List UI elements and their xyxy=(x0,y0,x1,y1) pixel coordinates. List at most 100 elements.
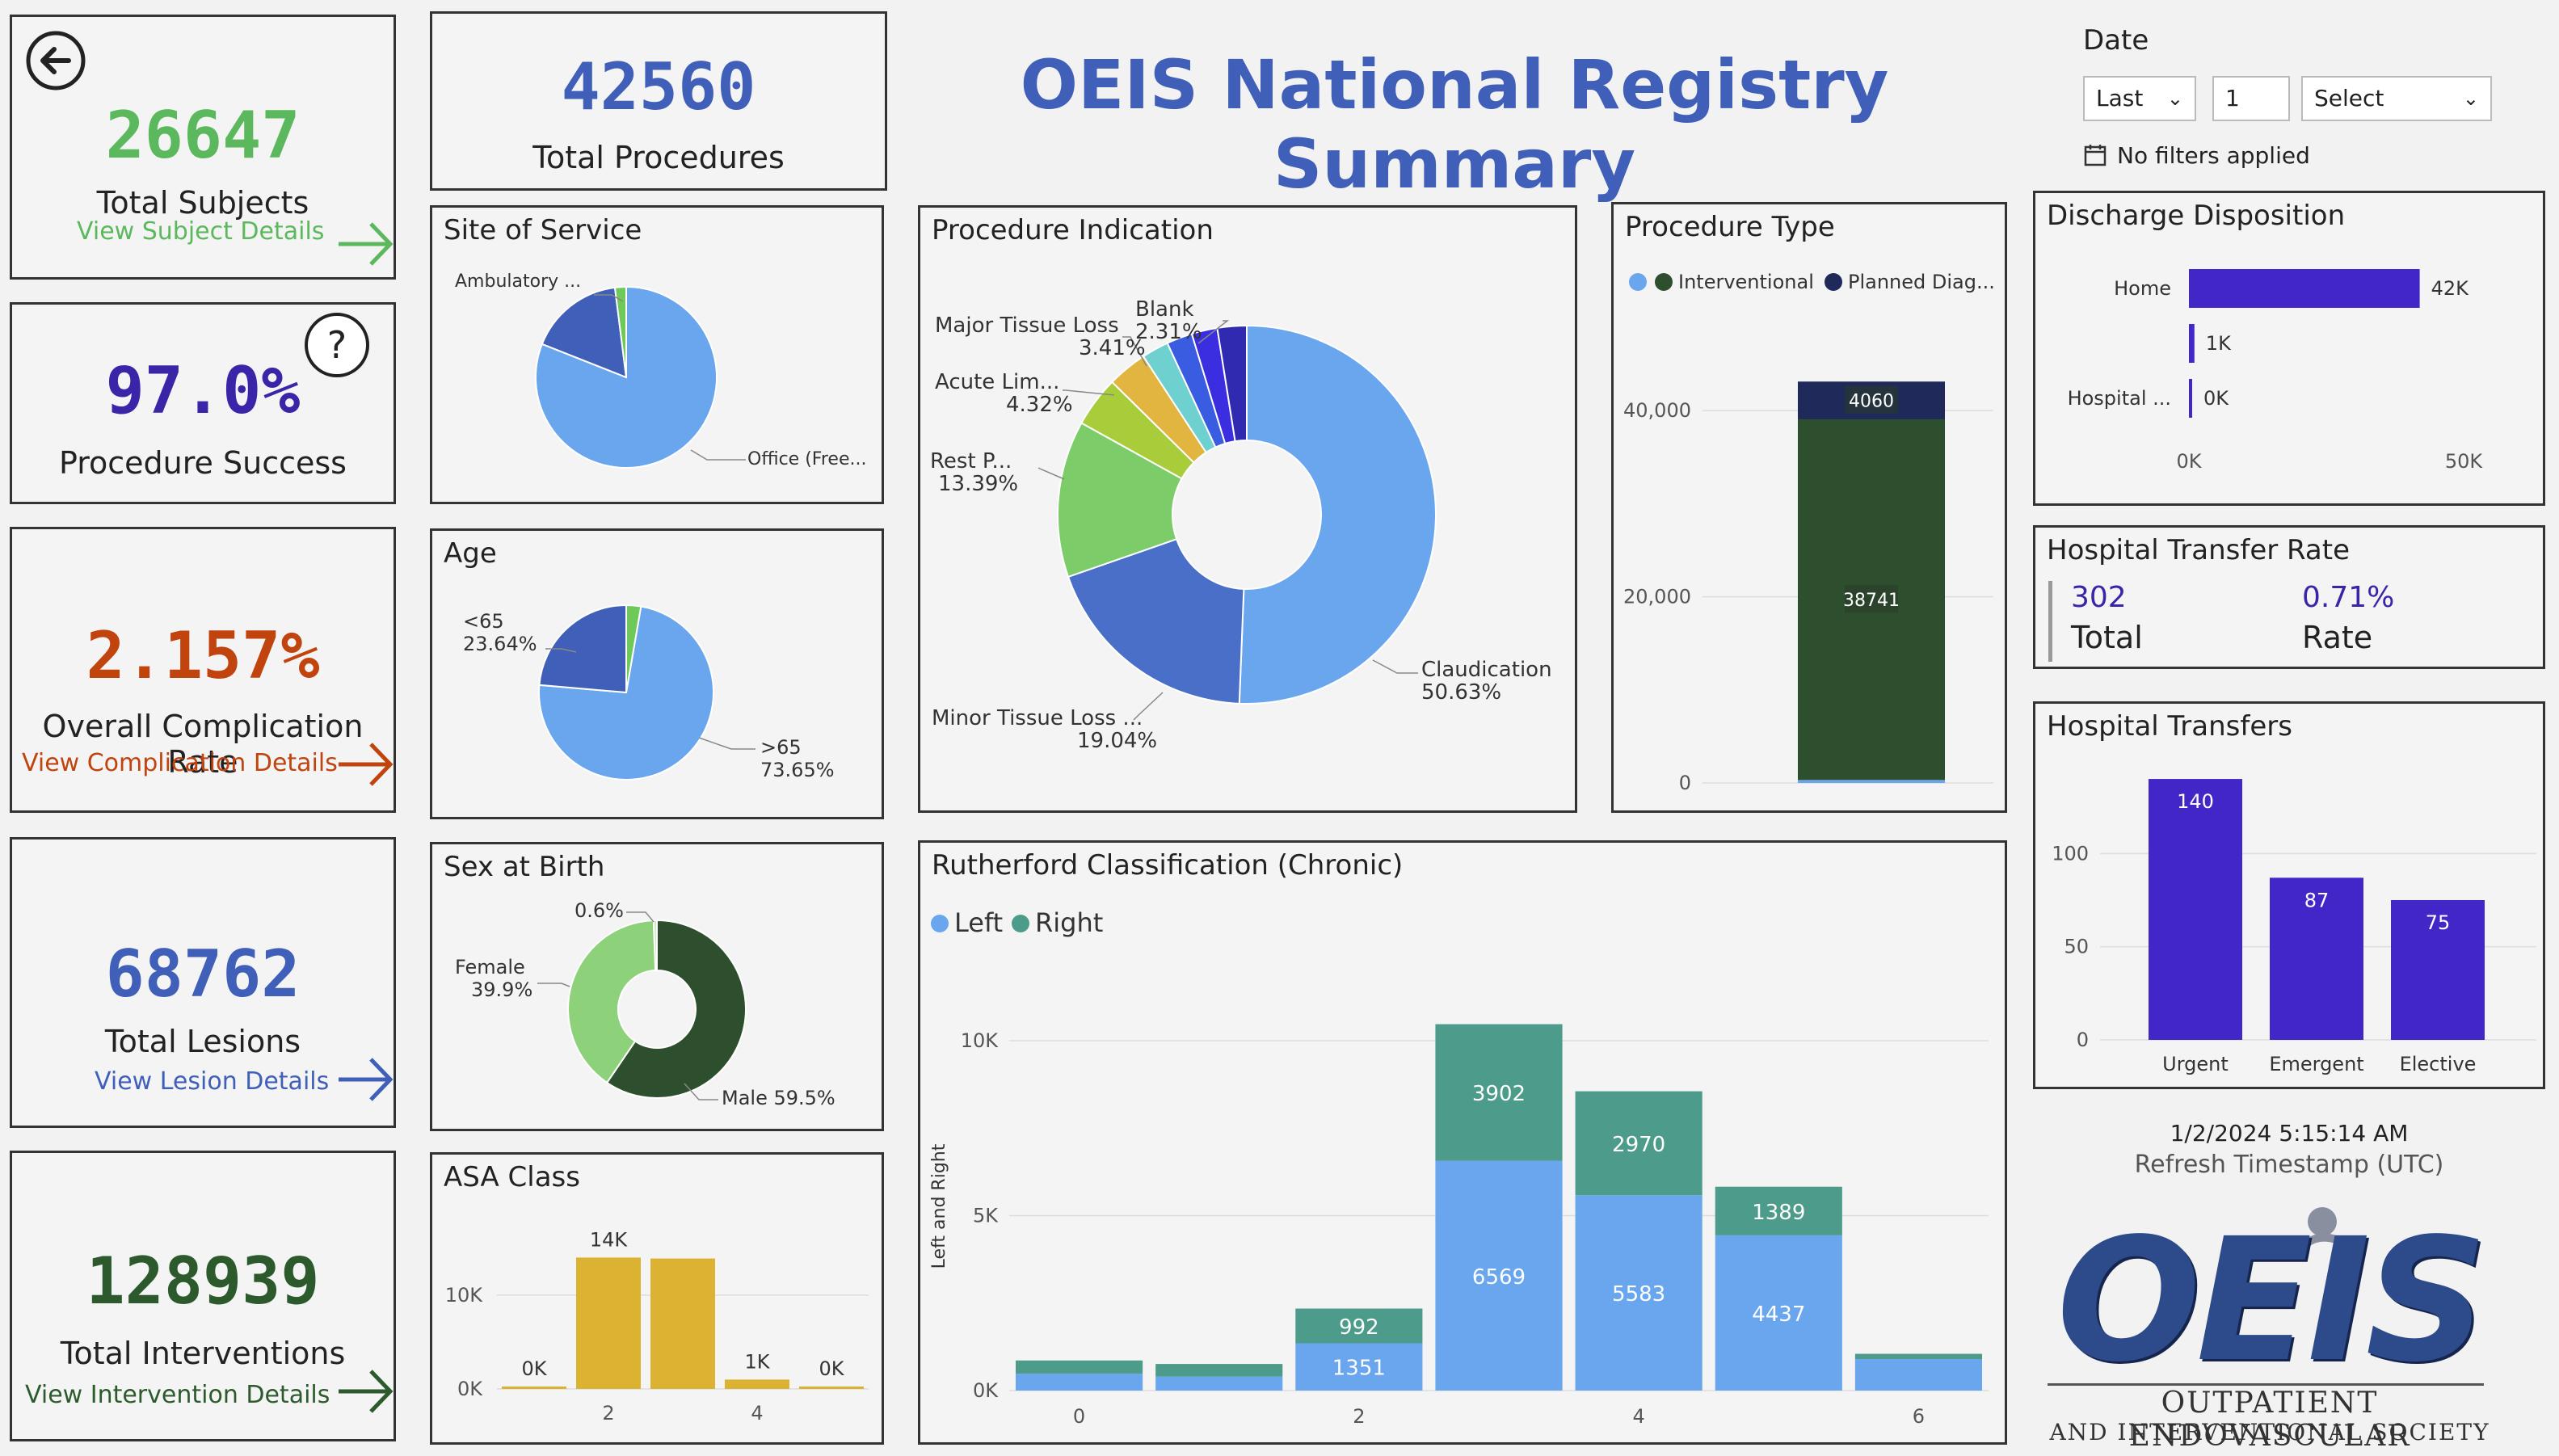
asa-card: ASA Class 0K 10K 0K 14K 1K 0K 2 4 xyxy=(430,1152,884,1445)
y-tick-label: 10K xyxy=(445,1284,484,1307)
slice-label: <65 xyxy=(463,610,504,633)
data-label: 0K xyxy=(521,1357,547,1380)
complication-rate-value: 2.157% xyxy=(86,618,320,693)
bar-segment xyxy=(1575,1091,1702,1196)
bar-segment xyxy=(1715,1186,1842,1235)
y-tick-label: 40,000 xyxy=(1623,399,1691,422)
page-title: OEIS National Registry Summary xyxy=(1020,45,1889,204)
pie-slice xyxy=(625,604,642,693)
leader-line xyxy=(1197,320,1230,344)
kpi-card-interventions: 128939 Total Interventions View Interven… xyxy=(10,1151,396,1441)
chevron-down-icon: ⌄ xyxy=(2166,87,2183,110)
arrow-right-icon[interactable] xyxy=(335,1365,395,1418)
data-label: 75 xyxy=(2426,911,2451,934)
bar xyxy=(2270,877,2363,1040)
x-tick-label: Urgent xyxy=(2162,1053,2229,1075)
data-label: 0K xyxy=(819,1357,844,1380)
hospital-transfers-card: Hospital Transfers 0 50 100 140 Urgent 87 Emer… xyxy=(2033,701,2545,1089)
transfer-rate-title: Hospital Transfer Rate xyxy=(2047,534,2351,566)
bar-segment xyxy=(1155,1364,1283,1377)
slice-percent: 23.64% xyxy=(463,633,537,655)
slice-label: >65 xyxy=(760,736,802,759)
date-relative-select[interactable]: Last ⌄ xyxy=(2083,76,2196,121)
procedure-success-value: 97.0% xyxy=(105,353,301,428)
bar xyxy=(2189,324,2195,363)
age-title: Age xyxy=(444,537,497,570)
slice-label: 0.6% xyxy=(575,899,624,922)
legend-label: Left xyxy=(954,907,1003,938)
bar xyxy=(725,1379,789,1389)
bar-segment xyxy=(1295,1343,1423,1391)
procedure-type-chart: Interventional Planned Diag... 0 20,000 40,0… xyxy=(1623,271,1995,794)
pie-slice xyxy=(1238,324,1437,705)
y-tick-label: 0 xyxy=(2077,1029,2089,1051)
bar-segment xyxy=(1715,1235,1842,1391)
x-tick-label: 2 xyxy=(1353,1405,1365,1428)
hospital-transfers-chart: 0 50 100 140 Urgent 87 Emergent 75 Elective xyxy=(2052,779,2536,1075)
date-unit-select[interactable]: Select ⌄ xyxy=(2301,76,2492,121)
procedure-type-title: Procedure Type xyxy=(1625,211,1835,243)
slice-percent: 50.63% xyxy=(1421,680,1501,705)
slice-label: Minor Tissue Loss ... xyxy=(932,706,1143,730)
transfer-rate-value: 0.71% xyxy=(2302,581,2395,614)
leader-line xyxy=(626,911,654,923)
data-label: 3902 xyxy=(1472,1082,1526,1106)
slice-percent: 73.65% xyxy=(760,759,835,781)
logo-subtitle-2: AND INTERVENTIONAL SOCIETY xyxy=(2049,1419,2490,1445)
refresh-timestamp-label: Refresh Timestamp (UTC) xyxy=(2134,1151,2444,1179)
refresh-timestamp: 1/2/2024 5:15:14 AM xyxy=(2170,1120,2409,1147)
rutherford-title: Rutherford Classification (Chronic) xyxy=(932,849,1404,882)
data-label: 14K xyxy=(590,1228,629,1251)
pie-slice xyxy=(541,286,628,379)
date-count-input[interactable]: 1 xyxy=(2212,76,2290,121)
logo-subtitle-1: OUTPATIENT ENDOVASCULAR xyxy=(2128,1387,2411,1453)
view-intervention-details-link[interactable]: View Intervention Details xyxy=(25,1381,330,1409)
help-icon[interactable]: ? xyxy=(303,311,371,379)
procedure-indication-card: Procedure Indication Claudication 50.63% M… xyxy=(918,205,1577,813)
y-tick-label: 0K xyxy=(457,1378,483,1400)
leader-line xyxy=(1037,467,1065,480)
bar-segment xyxy=(1016,1374,1143,1391)
pie-slice xyxy=(1067,537,1245,705)
sex-card: Sex at Birth Male 59.5% Female 39.9% 0.6% xyxy=(430,842,884,1131)
slice-percent: 2.31% xyxy=(1135,320,1202,344)
slice-percent: 13.39% xyxy=(938,472,1018,496)
total-subjects-value: 26647 xyxy=(105,98,301,173)
slice-label: Male 59.5% xyxy=(722,1087,835,1109)
arrow-right-icon[interactable] xyxy=(335,738,395,791)
bar-segment xyxy=(1854,1359,1982,1391)
arrow-right-icon[interactable] xyxy=(335,1053,395,1106)
data-label: 42K xyxy=(2431,277,2470,300)
pie-slice xyxy=(613,285,627,378)
total-interventions-value: 128939 xyxy=(86,1243,320,1319)
svg-text:?: ? xyxy=(327,323,347,367)
x-tick-label: 0 xyxy=(1073,1405,1085,1428)
slice-label: Office (Free... xyxy=(747,449,866,469)
y-tick-label: 0K xyxy=(973,1379,999,1402)
discharge-title: Discharge Disposition xyxy=(2047,200,2346,232)
data-label-bg xyxy=(1845,385,1898,414)
x-tick-label: Emergent xyxy=(2269,1053,2363,1075)
leader-line xyxy=(1063,389,1115,396)
legend-label: Right xyxy=(1035,907,1103,938)
total-lesions-label: Total Lesions xyxy=(104,1024,301,1059)
bar xyxy=(2391,900,2485,1040)
leader-line xyxy=(1122,336,1147,367)
total-lesions-value: 68762 xyxy=(105,936,301,1012)
y-tick-label: 5K xyxy=(973,1204,999,1227)
procedure-success-label: Procedure Success xyxy=(59,445,347,481)
pie-slice xyxy=(605,919,747,1099)
slice-label: Ambulatory ... xyxy=(455,271,581,292)
arrow-right-icon[interactable] xyxy=(335,217,395,271)
view-complication-details-link[interactable]: View Complication Details xyxy=(22,749,338,777)
view-lesion-details-link[interactable]: View Lesion Details xyxy=(95,1067,330,1096)
leader-line xyxy=(690,449,746,461)
back-arrow-icon[interactable] xyxy=(23,28,88,93)
bar-segment xyxy=(1016,1360,1143,1374)
view-subject-details-link[interactable]: View Subject Details xyxy=(77,217,325,246)
slice-label: Female xyxy=(455,956,525,978)
slice-percent: 19.04% xyxy=(1077,729,1157,753)
y-axis-title: Left and Right xyxy=(929,1143,949,1269)
